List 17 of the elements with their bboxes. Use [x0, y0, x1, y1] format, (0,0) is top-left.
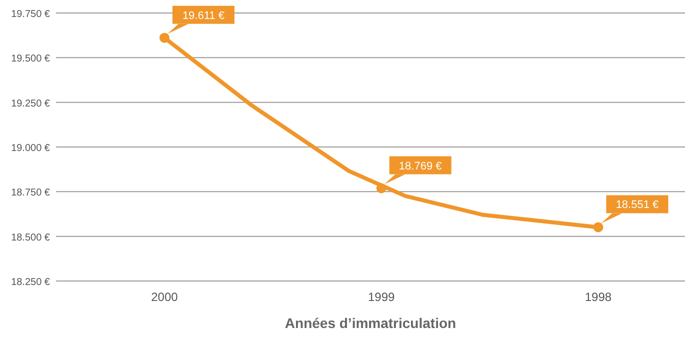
- y-tick-label: 19.250 €: [11, 98, 50, 110]
- point: [159, 32, 170, 43]
- x-tick-label: 2000: [151, 290, 178, 304]
- data-label: 18.551 €: [616, 199, 659, 212]
- y-tick-label: 18.250 €: [11, 277, 50, 288]
- y-tick-label: 19.000 €: [11, 143, 50, 154]
- point: [376, 183, 386, 194]
- y-tick-label: 18.750 €: [11, 188, 50, 199]
- data-label: 18.769 €: [398, 160, 442, 172]
- x-tick-label: 1999: [368, 290, 396, 304]
- y-tick-label: 19.500 €: [11, 54, 50, 65]
- y-tick-label: 19.750 €: [11, 9, 50, 20]
- x-axis-title: Années d’immatriculation: [284, 315, 456, 331]
- x-tick-label: 1998: [584, 290, 612, 304]
- y-tick-label: 18.500 €: [11, 232, 50, 244]
- data-label: 19.611 €: [182, 10, 224, 22]
- point: [593, 222, 604, 232]
